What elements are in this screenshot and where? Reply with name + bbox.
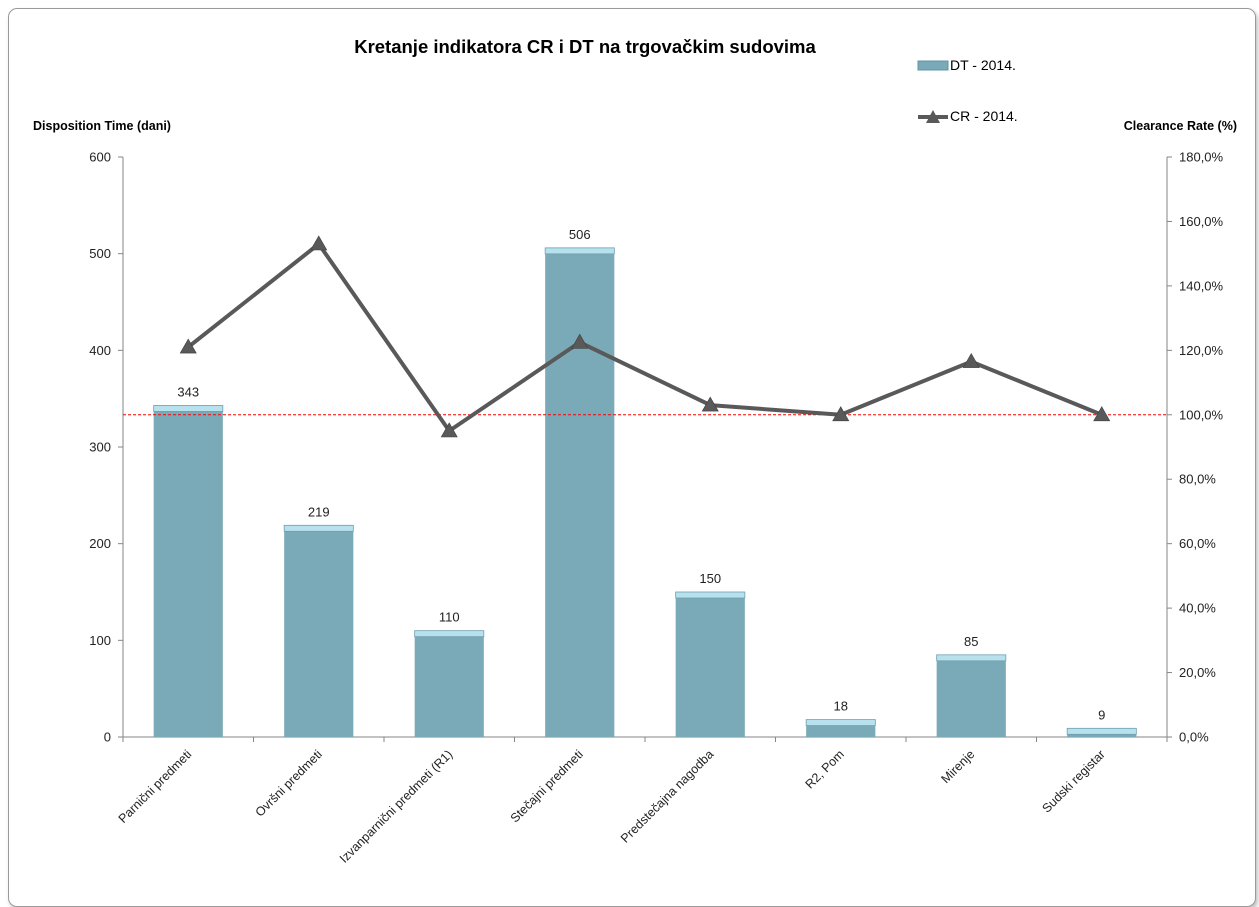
bar-top-highlight: [805, 719, 876, 726]
y2-tick-label: 0,0%: [1179, 730, 1209, 745]
x-category-label: Izvanparnični predmeti (R1): [337, 747, 455, 865]
bar-data-label: 110: [439, 610, 460, 625]
line-series: [179, 235, 1111, 438]
x-category-label: Ovršni predmeti: [253, 747, 325, 819]
bar-data-label: 9: [1098, 707, 1105, 722]
y-tick-label: 200: [89, 536, 111, 551]
y-axis-title: Disposition Time (dani): [33, 119, 171, 133]
legend-swatch-cr-marker: [926, 110, 940, 123]
y2-axis-title: Clearance Rate (%): [1124, 119, 1237, 133]
bar-top-highlight: [1066, 727, 1137, 735]
line-marker: [832, 406, 850, 422]
bar: [153, 405, 223, 737]
x-category-label: Mirenje: [938, 747, 977, 786]
legend-label-cr: CR - 2014.: [950, 108, 1018, 124]
y-tick-label: 400: [89, 343, 111, 358]
y2-tick-label: 40,0%: [1179, 601, 1216, 616]
y-tick-label: 500: [89, 246, 111, 261]
y2-tick-label: 80,0%: [1179, 472, 1216, 487]
x-category-label: Sudski registar: [1040, 747, 1108, 815]
y2-tick-label: 160,0%: [1179, 214, 1224, 229]
y2-tick-label: 120,0%: [1179, 343, 1224, 358]
bar-series: [153, 247, 1137, 737]
x-category-label: Predstečajna nagodba: [618, 747, 716, 845]
bar: [936, 654, 1006, 737]
x-category-label: R2, Pom: [803, 747, 847, 791]
y2-tick-label: 140,0%: [1179, 278, 1224, 293]
bar-data-label: 18: [834, 699, 848, 714]
bar-data-label: 343: [177, 384, 199, 399]
chart-title: Kretanje indikatora CR i DT na trgovački…: [354, 36, 816, 57]
line-marker: [1093, 406, 1111, 422]
y-tick-label: 300: [89, 440, 111, 455]
bar: [675, 592, 745, 737]
bar: [545, 247, 615, 737]
y2-tick-label: 100,0%: [1179, 407, 1224, 422]
bar-data-label: 150: [699, 571, 721, 586]
y-tick-label: 100: [89, 633, 111, 648]
line-path: [187, 242, 1103, 433]
legend-swatch-dt: [917, 60, 949, 71]
line-marker: [179, 338, 197, 354]
bar-top-highlight: [153, 405, 224, 412]
legend-label-dt: DT - 2014.: [950, 57, 1016, 73]
bar-data-label: 506: [569, 227, 591, 242]
x-category-label: Stečajni predmeti: [508, 747, 586, 825]
y-tick-label: 0: [104, 730, 111, 745]
bar-top-highlight: [544, 247, 615, 255]
bar: [284, 525, 354, 737]
bar-data-label: 219: [308, 504, 330, 519]
line-marker: [310, 235, 328, 251]
bar: [414, 630, 484, 737]
bar-data-label: 85: [964, 634, 978, 649]
bar-top-highlight: [414, 630, 485, 638]
legend: DT - 2014. CR - 2014.: [917, 57, 1018, 124]
line-marker: [701, 396, 719, 412]
line-marker: [571, 333, 589, 349]
line-marker: [440, 422, 458, 438]
bar-top-highlight: [675, 591, 746, 599]
bar-top-highlight: [936, 654, 1007, 662]
y2-tick-label: 20,0%: [1179, 665, 1216, 680]
axes: 0 100 200 300 400 500 600 0,0% 20,0% 40,0% 60,0% 80…: [89, 150, 1223, 866]
bar-top-highlight: [283, 524, 354, 532]
y-tick-label: 600: [89, 150, 111, 165]
x-category-label: Parnični predmeti: [116, 747, 195, 826]
line-marker: [962, 353, 980, 368]
y2-tick-label: 60,0%: [1179, 536, 1216, 551]
data-labels: 343 219 110 506 150 18 85 9: [177, 227, 1105, 722]
y2-tick-label: 180,0%: [1179, 150, 1224, 165]
